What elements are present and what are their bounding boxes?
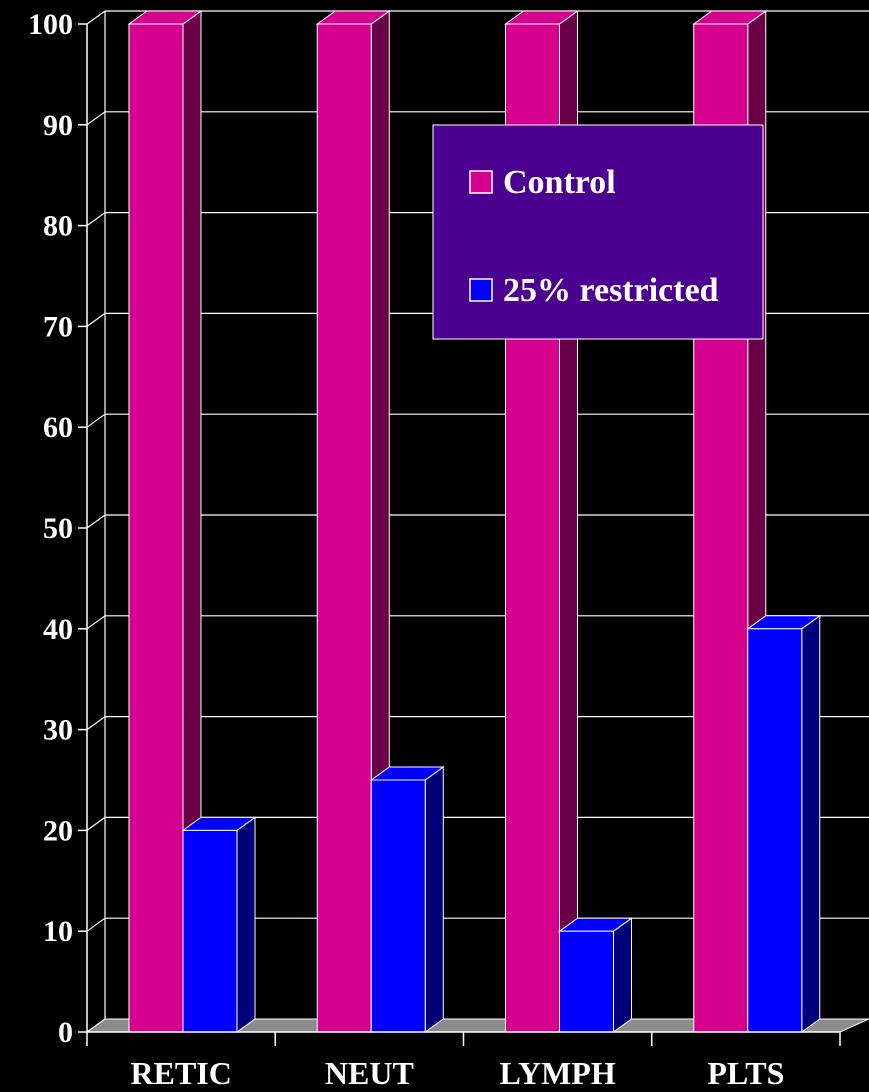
x-tick-label-neut: NEUT [325,1055,414,1091]
x-tick-label-lymph: LYMPH [500,1055,616,1091]
gridline-diagonal [86,514,106,529]
gridline-diagonal [86,917,106,932]
bar-retic-series-1-front [182,829,238,1033]
bar-retic-series-0-front [128,23,184,1033]
bar-lymph-series-1 [557,917,634,1033]
legend-box [432,124,764,340]
legend-swatch-restricted [469,278,493,302]
y-tick-label: 80 [43,210,73,243]
y-tick-label: 20 [43,814,73,847]
gridline-diagonal [86,312,106,327]
gridline-diagonal [86,816,106,831]
y-tick-label: 0 [58,1016,73,1049]
y-tick-label: 30 [43,714,73,747]
gridline-diagonal [86,716,106,731]
gridline-diagonal [86,615,106,630]
gridline-diagonal [86,111,106,126]
y-tick-label: 90 [43,109,73,142]
bar-retic-series-1-side [236,816,256,1033]
bar-neut-series-1-front [370,779,426,1033]
y-tick-label: 70 [43,310,73,343]
legend-label-control: Control [503,164,616,201]
bar-neut-series-1 [369,766,445,1033]
legend-label-restricted: 25% restricted [503,272,719,309]
gridline-diagonal [86,413,106,428]
y-tick-label: 40 [43,613,73,646]
x-tick-label-plts: PLTS [707,1055,784,1091]
x-tick-label-retic: RETIC [130,1055,231,1091]
bar-lymph-series-1-front [559,930,614,1033]
bar-plts-series-1 [746,614,822,1033]
y-tick-label: 60 [43,411,73,444]
bar-lymph-series-1-side [613,917,632,1033]
gridline-diagonal [86,212,106,227]
legend: Control 25% restricted [432,124,764,340]
gridline-diagonal [86,10,106,25]
bar-retic-series-1 [181,816,257,1033]
bar-retic-series-0 [127,10,203,1033]
bar-neut-series-1-side [424,766,444,1033]
y-tick-label: 100 [28,8,73,41]
y-tick-label: 50 [43,512,73,545]
legend-swatch-control [469,170,493,194]
bar-plts-series-1-side [801,614,821,1033]
axis-layer: 0 10 20 30 40 50 60 70 80 90 100 RETIC NEUT LYMPH PLTS [28,8,841,1091]
bar-neut-series-0-front [316,23,372,1033]
bar-plts-series-1-front [747,628,803,1033]
y-tick-label: 10 [43,915,73,948]
